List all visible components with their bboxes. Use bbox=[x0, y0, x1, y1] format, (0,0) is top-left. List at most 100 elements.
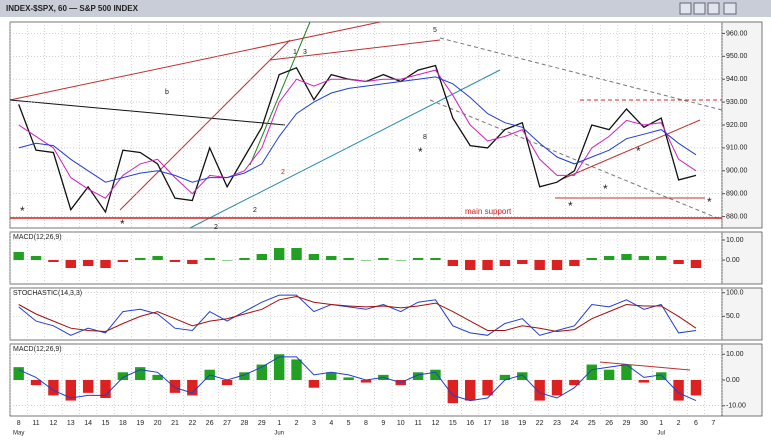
x-tick-label: 2 bbox=[295, 420, 299, 427]
panel-title: MACD(12,26,9) bbox=[13, 234, 62, 241]
star: * bbox=[20, 204, 25, 218]
axis-strip bbox=[721, 21, 763, 229]
trendline bbox=[269, 39, 441, 61]
title-bar bbox=[0, 0, 771, 17]
histogram-bar bbox=[117, 372, 129, 380]
x-tick-label: 11 bbox=[414, 420, 421, 427]
trendline bbox=[599, 361, 691, 371]
histogram-bar bbox=[638, 380, 650, 383]
month-label: Jul bbox=[657, 431, 665, 437]
y-tick-label: 10.00 bbox=[726, 351, 744, 358]
histogram-bar bbox=[430, 369, 441, 380]
histogram-bar bbox=[326, 256, 337, 260]
histogram-bar bbox=[308, 380, 320, 388]
histogram-bar bbox=[169, 380, 181, 393]
x-tick-label: 1 bbox=[659, 420, 663, 427]
x-tick-label: 8 bbox=[17, 420, 21, 427]
min-button[interactable] bbox=[679, 2, 692, 15]
y-tick-label: 10.00 bbox=[726, 237, 744, 244]
star: * bbox=[707, 195, 712, 209]
x-tick-label: 15 bbox=[449, 420, 457, 427]
histogram-bar bbox=[638, 256, 650, 260]
series-line bbox=[18, 76, 697, 183]
histogram-bar bbox=[65, 260, 76, 268]
series-line bbox=[18, 294, 697, 336]
histogram-bar bbox=[517, 372, 528, 380]
y-tick-label: 920.00 bbox=[726, 122, 748, 129]
histogram-bar bbox=[499, 260, 511, 266]
x-tick-label: 15 bbox=[102, 420, 110, 427]
x-tick-label: 3 bbox=[312, 420, 316, 427]
histogram-bar bbox=[135, 367, 146, 380]
window-buttons[interactable] bbox=[679, 2, 737, 15]
axis-strip bbox=[721, 231, 763, 285]
histogram-bar bbox=[152, 256, 163, 260]
window-title: INDEX-$SPX, 60 — S&P 500 INDEX bbox=[6, 4, 139, 13]
star: * bbox=[568, 199, 573, 213]
histogram-bar bbox=[447, 380, 459, 404]
x-tick-label: 26 bbox=[605, 420, 613, 427]
histogram-bar bbox=[221, 260, 233, 261]
histogram-bar bbox=[656, 372, 667, 380]
histogram-bar bbox=[48, 380, 59, 396]
x-tick-label: 19 bbox=[136, 420, 144, 427]
close-button[interactable] bbox=[723, 2, 737, 15]
histogram-bar bbox=[291, 359, 302, 380]
star: * bbox=[120, 217, 125, 231]
x-tick-label: 11 bbox=[32, 420, 39, 427]
y-tick-label: 890.00 bbox=[726, 191, 748, 198]
x-tick-label: 12 bbox=[50, 420, 58, 427]
histogram-bar bbox=[447, 260, 459, 266]
x-tick-label: 4 bbox=[329, 420, 333, 427]
annotation: 2 bbox=[253, 207, 257, 214]
histogram-bar bbox=[378, 258, 389, 260]
histogram-bar bbox=[534, 260, 545, 270]
x-tick-label: 12 bbox=[432, 420, 440, 427]
histogram-bar bbox=[482, 260, 493, 270]
x-tick-label: 30 bbox=[640, 420, 648, 427]
x-tick-label: 8 bbox=[364, 420, 368, 427]
histogram-bar bbox=[603, 256, 615, 260]
y-tick-label: 950.00 bbox=[726, 53, 748, 60]
histogram-bar bbox=[239, 258, 250, 260]
histogram-bar bbox=[13, 367, 24, 380]
annotation: main support bbox=[465, 207, 512, 216]
histogram-bar bbox=[187, 380, 198, 396]
histogram-bar bbox=[551, 380, 563, 396]
x-tick-label: 23 bbox=[553, 420, 561, 427]
x-tick-label: 18 bbox=[501, 420, 509, 427]
month-label: May bbox=[13, 431, 24, 437]
star: * bbox=[603, 182, 608, 196]
histogram-bar bbox=[169, 260, 181, 262]
trendline bbox=[429, 99, 723, 221]
histogram-bar bbox=[135, 258, 146, 260]
y-tick-label: 100.0 bbox=[726, 290, 744, 297]
x-tick-label: 18 bbox=[119, 420, 127, 427]
x-tick-label: 5 bbox=[347, 420, 351, 427]
histogram-bar bbox=[499, 374, 511, 380]
panel-title: STOCHASTIC(14,3,3) bbox=[13, 290, 82, 297]
restore-button[interactable] bbox=[707, 2, 720, 15]
histogram-bar bbox=[100, 380, 111, 398]
y-tick-label: 50.0 bbox=[726, 313, 740, 320]
axis-strip bbox=[721, 287, 763, 341]
trendline bbox=[559, 119, 701, 181]
histogram-bar bbox=[82, 260, 94, 266]
histogram-bar bbox=[360, 380, 372, 383]
panel-frame bbox=[9, 231, 723, 285]
y-tick-label: 880.00 bbox=[726, 213, 748, 220]
y-tick-label: 0.00 bbox=[726, 377, 740, 384]
histogram-bar bbox=[152, 374, 163, 380]
month-label: Jun bbox=[274, 431, 284, 437]
x-tick-label: 20 bbox=[154, 420, 162, 427]
max-button[interactable] bbox=[693, 2, 706, 15]
histogram-bar bbox=[48, 260, 59, 262]
annotation: 3 bbox=[303, 49, 307, 56]
histogram-bar bbox=[13, 252, 24, 260]
histogram-bar bbox=[586, 258, 597, 260]
histogram-bar bbox=[690, 260, 702, 268]
trendline bbox=[189, 69, 501, 229]
annotation: b bbox=[165, 89, 169, 96]
x-tick-label: 25 bbox=[588, 420, 596, 427]
y-tick-label: 960.00 bbox=[726, 30, 748, 37]
